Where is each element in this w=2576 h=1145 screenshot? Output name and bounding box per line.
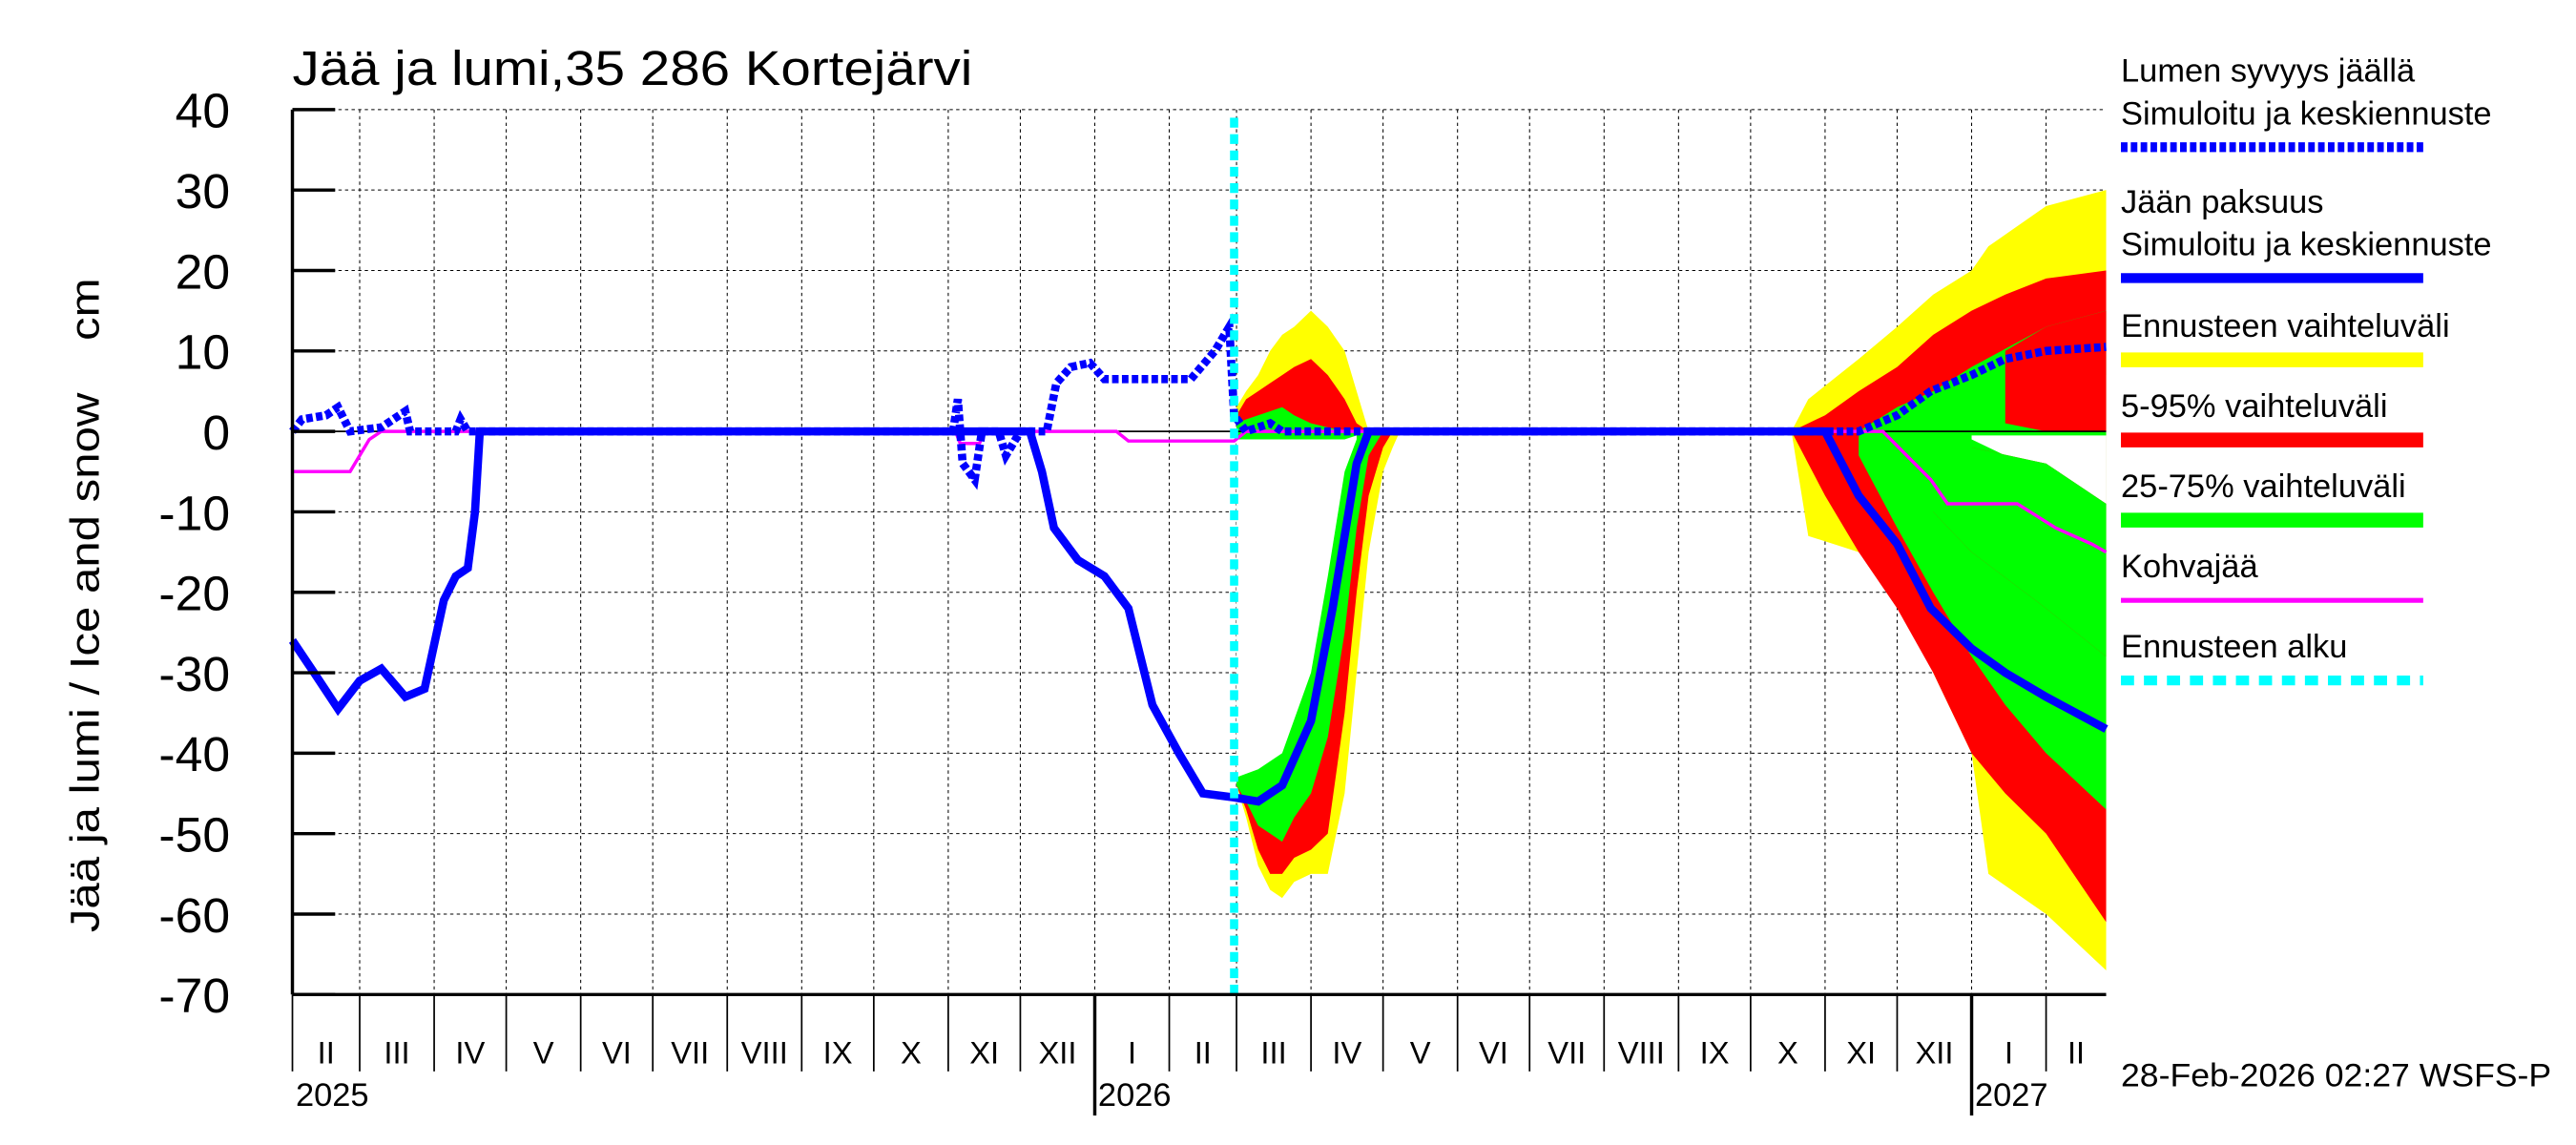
y-tick-label: -70: [158, 968, 230, 1023]
legend-label: Lumen syvyys jäällä: [2121, 53, 2416, 90]
month-label: VII: [671, 1034, 709, 1070]
legend-label: 5-95% vaihteluväli: [2121, 388, 2387, 425]
y-tick-label: -60: [158, 887, 230, 943]
month-label: I: [2005, 1034, 2013, 1070]
y-tick-label: -50: [158, 807, 230, 863]
month-label: IV: [1332, 1034, 1361, 1070]
month-label: XII: [1916, 1034, 1954, 1070]
timestamp: 28-Feb-2026 02:27 WSFS-P: [2121, 1057, 2551, 1093]
y-tick-label: -20: [158, 566, 230, 621]
y-tick-label: -40: [158, 726, 230, 781]
snow-depth-line: [289, 313, 2107, 490]
month-label: VIII: [1618, 1034, 1665, 1070]
legend-label: Ennusteen vaihteluväli: [2121, 308, 2450, 344]
legend-label: 25-75% vaihteluväli: [2121, 468, 2406, 505]
month-label: VII: [1548, 1034, 1586, 1070]
month-label: X: [901, 1034, 922, 1070]
y-tick-label: 30: [176, 163, 230, 219]
year-label: 2026: [1098, 1077, 1172, 1114]
month-label: III: [384, 1034, 409, 1070]
month-label: XII: [1038, 1034, 1076, 1070]
month-label: IX: [823, 1034, 853, 1070]
month-label: II: [2067, 1034, 2085, 1070]
month-label: VI: [602, 1034, 632, 1070]
month-label: XI: [1846, 1034, 1876, 1070]
ice-thickness-line: [288, 427, 2109, 806]
year-label: 2025: [296, 1077, 369, 1114]
legend-label: Simuloitu ja keskiennuste: [2121, 95, 2492, 132]
month-label: IV: [455, 1034, 485, 1070]
band-inner: [1897, 431, 2107, 657]
month-label: III: [1260, 1034, 1286, 1070]
month-label: X: [1777, 1034, 1798, 1070]
legend-label: Kohvajää: [2121, 549, 2258, 585]
month-label: VIII: [741, 1034, 788, 1070]
month-label: IX: [1700, 1034, 1730, 1070]
chart-title: Jää ja lumi,35 286 Kortejärvi: [293, 40, 973, 95]
legend-label: Simuloitu ja keskiennuste: [2121, 226, 2492, 262]
y-tick-label: 40: [176, 83, 230, 138]
band-gap: [1236, 435, 1357, 778]
band-inner: [2005, 310, 2107, 432]
month-label: V: [1410, 1034, 1431, 1070]
month-label: VI: [1479, 1034, 1508, 1070]
legend-label: Jään paksuus: [2121, 184, 2324, 220]
legend-label: Ennusteen alku: [2121, 629, 2347, 665]
year-label: 2027: [1975, 1077, 2048, 1114]
plot-area: [293, 110, 2107, 994]
month-label: II: [1195, 1034, 1212, 1070]
y-tick-label: -10: [158, 485, 230, 540]
y-tick-label: -30: [158, 646, 230, 701]
y-tick-label: 10: [176, 324, 230, 380]
month-label: II: [318, 1034, 335, 1070]
month-label: XI: [969, 1034, 999, 1070]
y-tick-label: 20: [176, 243, 230, 299]
month-label: V: [533, 1034, 554, 1070]
band-gap: [1971, 435, 2107, 504]
y-tick-label: 0: [202, 405, 230, 460]
y-axis-label: Jää ja lumi / Ice and snow cm: [62, 278, 108, 932]
month-label: I: [1128, 1034, 1136, 1070]
